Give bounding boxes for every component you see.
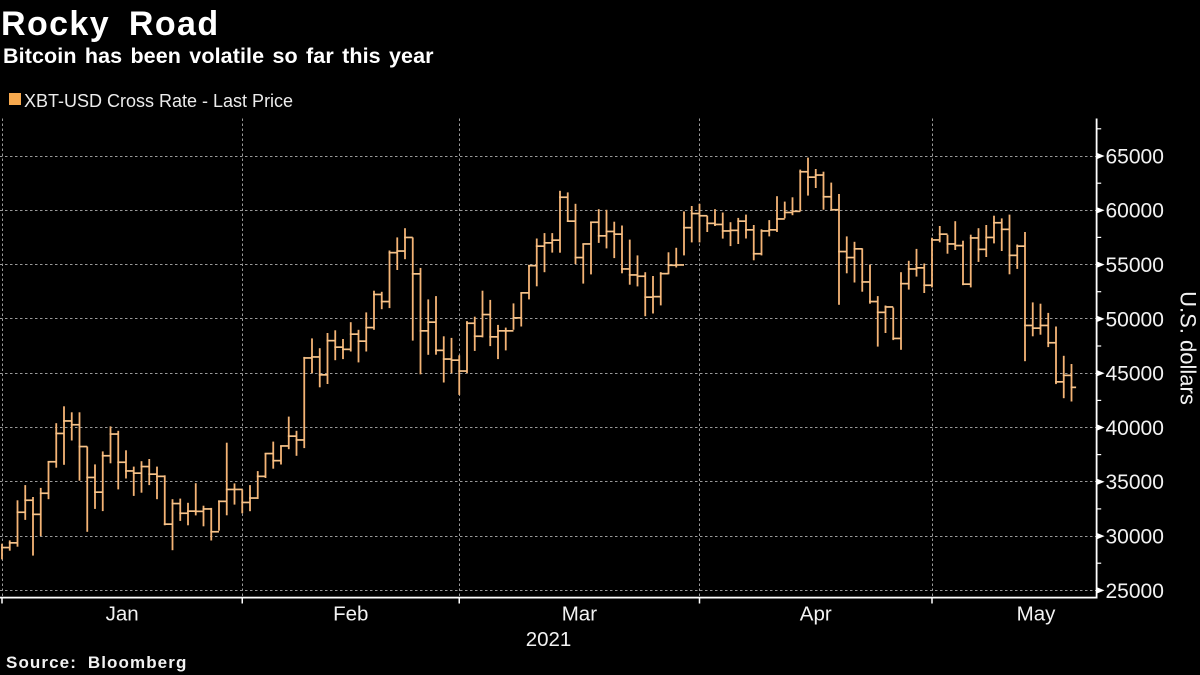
svg-text:40000: 40000: [1106, 417, 1164, 440]
svg-text:45000: 45000: [1106, 363, 1164, 386]
svg-text:35000: 35000: [1106, 471, 1164, 494]
svg-text:U.S. dollars: U.S. dollars: [1176, 291, 1200, 405]
svg-text:Mar: Mar: [562, 603, 597, 626]
svg-text:65000: 65000: [1106, 145, 1164, 168]
svg-text:Feb: Feb: [333, 603, 368, 626]
svg-text:50000: 50000: [1106, 308, 1164, 331]
svg-text:Jan: Jan: [106, 603, 139, 626]
svg-text:60000: 60000: [1106, 200, 1164, 223]
svg-text:55000: 55000: [1106, 254, 1164, 277]
svg-text:30000: 30000: [1106, 526, 1164, 549]
svg-text:Apr: Apr: [800, 603, 832, 626]
svg-text:2021: 2021: [526, 628, 572, 651]
svg-text:25000: 25000: [1106, 580, 1164, 603]
svg-text:Source: Bloomberg: Source: Bloomberg: [6, 653, 187, 672]
svg-text:May: May: [1017, 603, 1056, 626]
